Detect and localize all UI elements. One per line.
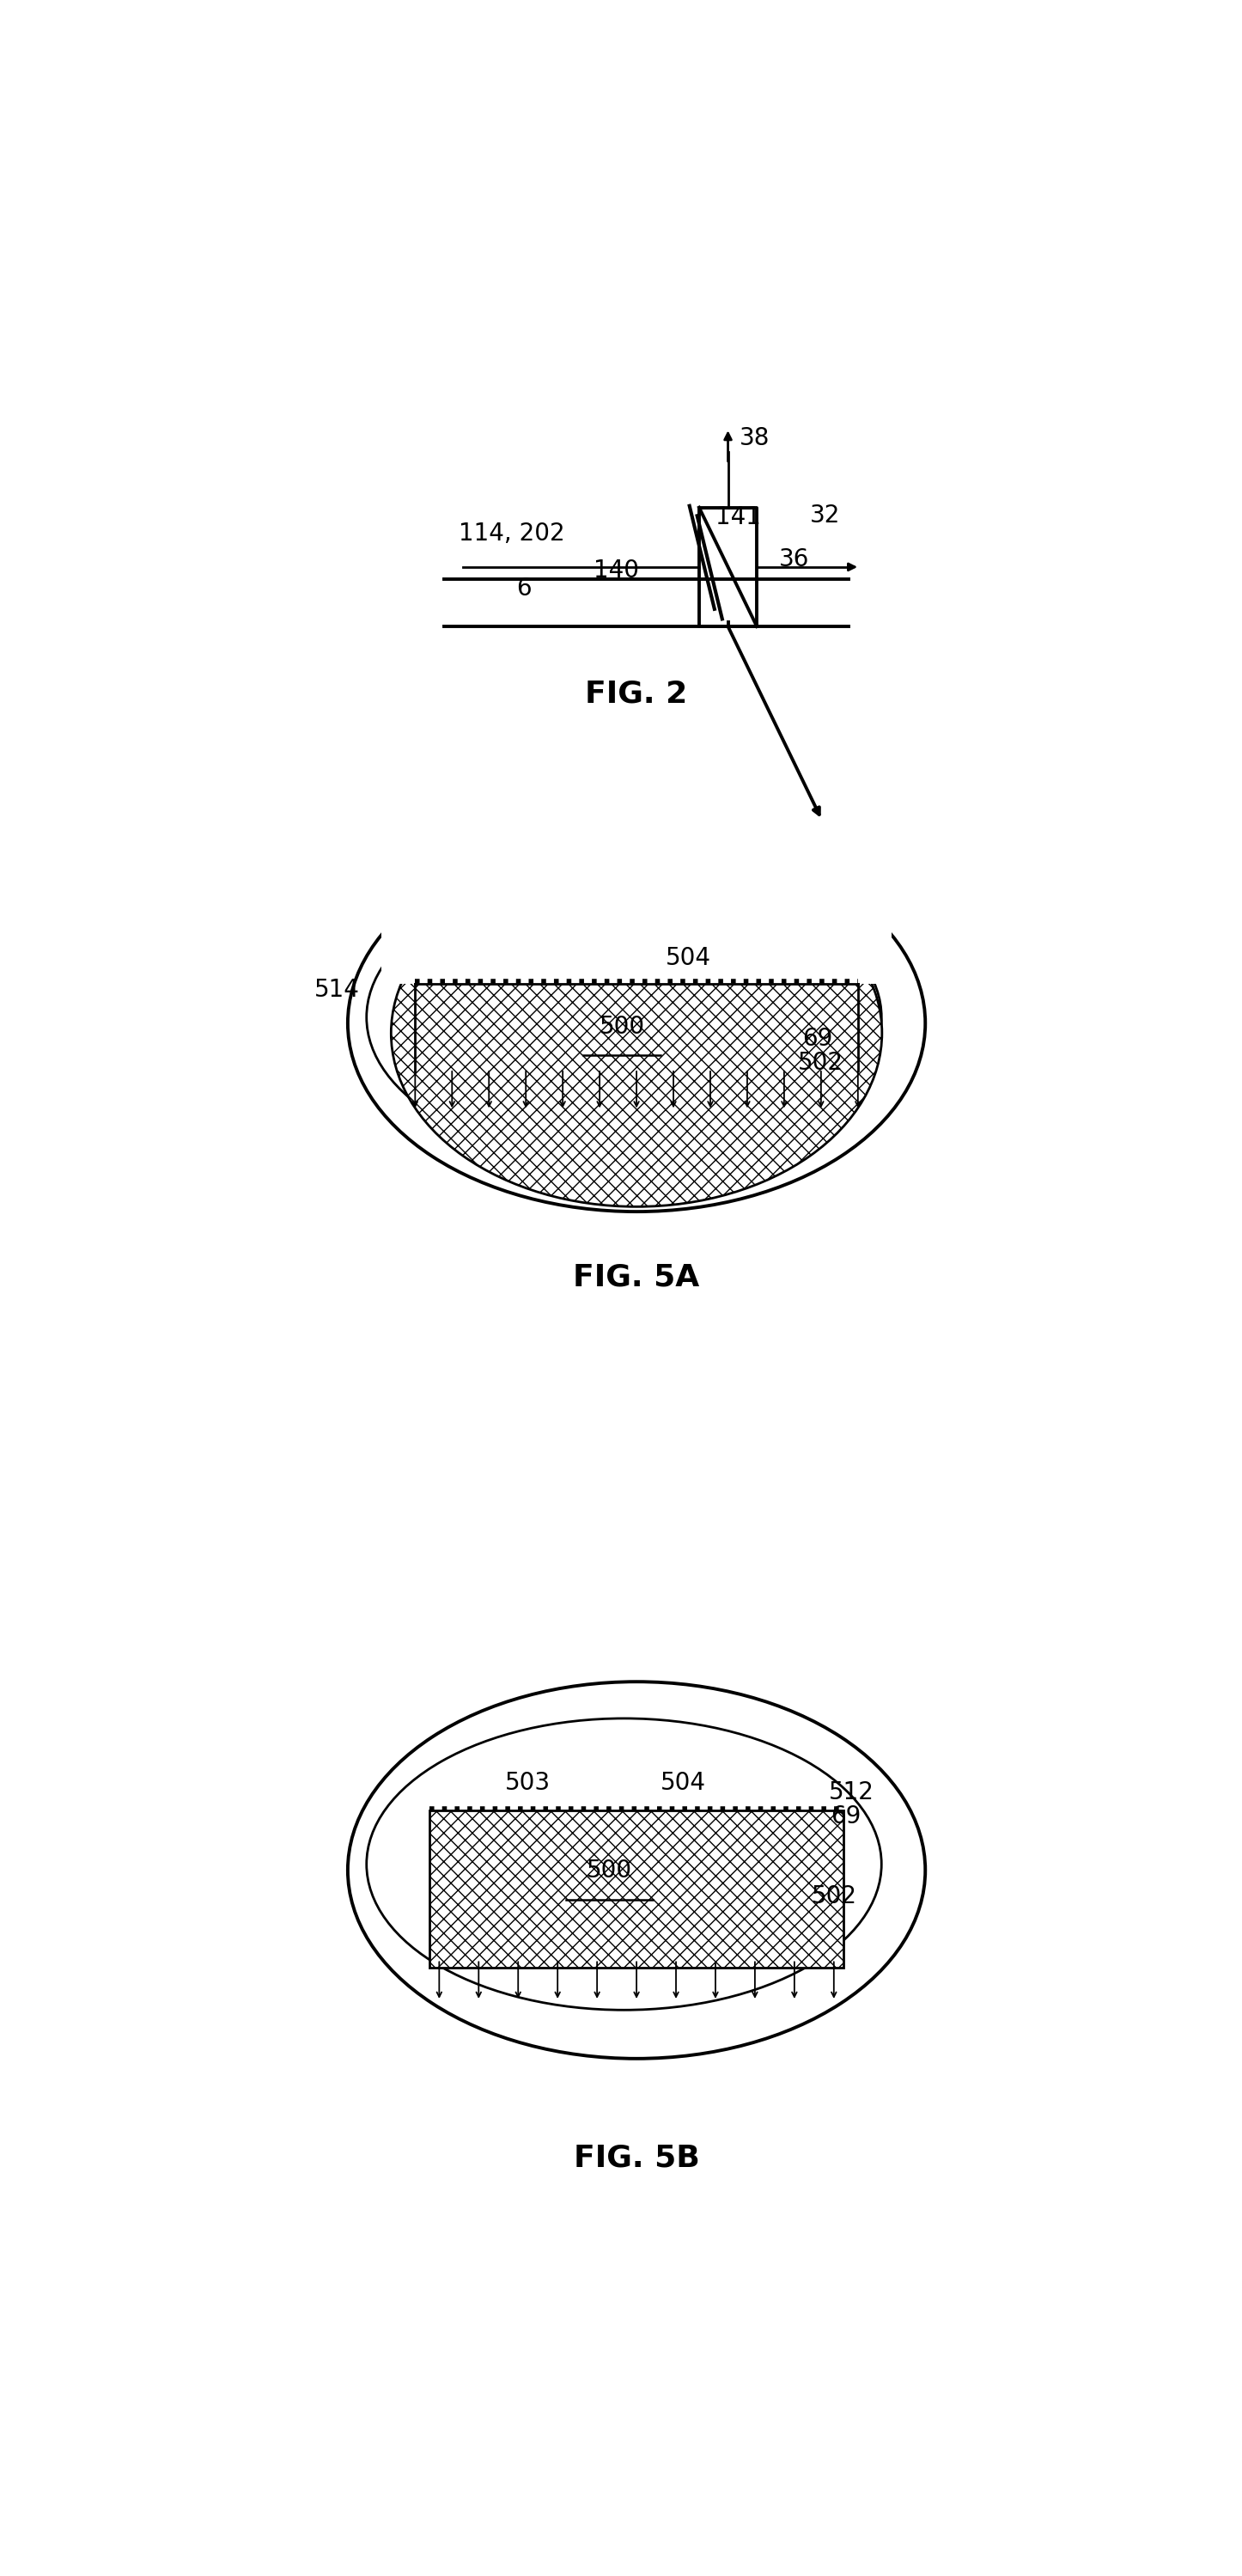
Text: 500: 500 bbox=[586, 1857, 632, 1883]
Text: FIG. 5A: FIG. 5A bbox=[574, 1262, 699, 1291]
Text: 6: 6 bbox=[517, 577, 532, 600]
Bar bbox=[381, 824, 892, 984]
Text: 502: 502 bbox=[812, 1883, 857, 1909]
Text: 141: 141 bbox=[715, 505, 761, 531]
Text: 140: 140 bbox=[594, 559, 638, 582]
Text: 69: 69 bbox=[802, 1028, 832, 1051]
Text: FIG. 2: FIG. 2 bbox=[585, 680, 688, 708]
Text: 504: 504 bbox=[661, 1770, 707, 1795]
Text: 38: 38 bbox=[739, 425, 770, 451]
Text: 503: 503 bbox=[504, 1770, 550, 1795]
Text: 69: 69 bbox=[831, 1806, 862, 1829]
Text: 504: 504 bbox=[666, 945, 710, 969]
Text: 512: 512 bbox=[830, 1780, 874, 1806]
Text: 114, 202: 114, 202 bbox=[458, 520, 565, 546]
Text: 514: 514 bbox=[314, 976, 359, 1002]
Text: 500: 500 bbox=[600, 1015, 645, 1038]
Ellipse shape bbox=[391, 860, 882, 1206]
Text: FIG. 5B: FIG. 5B bbox=[574, 2143, 699, 2172]
Bar bbox=[430, 1811, 843, 1968]
Text: 502: 502 bbox=[799, 1051, 843, 1074]
Text: 32: 32 bbox=[810, 502, 840, 528]
Text: 36: 36 bbox=[779, 546, 810, 572]
